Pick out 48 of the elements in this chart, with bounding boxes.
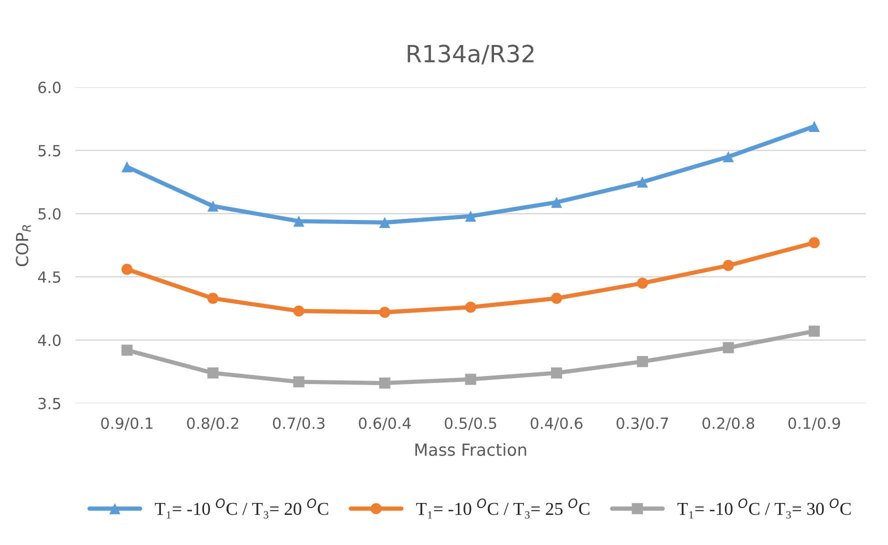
point — [808, 237, 820, 248]
point — [550, 196, 562, 208]
point — [293, 305, 304, 317]
point — [379, 378, 390, 389]
y-tick-label: 6.0 — [38, 82, 61, 94]
y-axis-title: COP$_{R}$ — [16, 225, 31, 266]
legend-label: T₁= -10 $^{O}$C / T₃= 30 $^{O}$C — [677, 498, 851, 519]
point — [465, 374, 476, 385]
point — [379, 306, 390, 318]
point — [722, 151, 734, 162]
x-tick-label: 0.9/0.1 — [101, 417, 152, 430]
point — [808, 326, 820, 337]
x-tick-label: 0.1/0.9 — [788, 417, 840, 430]
x-tick-label: 0.6/0.4 — [358, 417, 411, 430]
point — [550, 292, 562, 304]
point — [550, 367, 562, 379]
point — [207, 367, 218, 379]
point — [636, 278, 648, 289]
point — [722, 342, 734, 354]
point — [636, 176, 648, 188]
legend-label: T₁= -10 $^{O}$C / T₃= 25 $^{O}$C — [416, 498, 590, 519]
point — [121, 161, 133, 172]
point — [465, 302, 476, 313]
point — [722, 260, 734, 272]
point — [636, 356, 648, 368]
x-tick-label: 0.8/0.2 — [187, 417, 238, 430]
point — [121, 264, 133, 275]
x-tick-label: 0.4/0.6 — [530, 417, 582, 430]
y-tick-label: 4.0 — [38, 334, 61, 346]
point — [293, 216, 304, 227]
y-tick-label: 4.5 — [38, 272, 60, 283]
x-tick-label: 0.3/0.7 — [616, 417, 668, 430]
point — [293, 376, 304, 388]
chart-title: R134a/R32 — [408, 44, 534, 64]
point — [121, 344, 133, 356]
x-tick-label: 0.7/0.3 — [272, 417, 324, 430]
point — [207, 292, 218, 304]
point — [808, 120, 820, 132]
point — [379, 216, 390, 228]
y-tick-label: 5.5 — [38, 145, 60, 156]
x-tick-label: 0.5/0.5 — [444, 417, 496, 430]
y-tick-label: 5.0 — [38, 208, 61, 220]
y-tick-label: 3.5 — [38, 398, 60, 410]
point — [465, 210, 476, 222]
x-tick-label: 0.2/0.8 — [702, 417, 754, 430]
point — [207, 200, 218, 212]
x-axis-title: Mass Fraction — [415, 443, 526, 456]
legend-label: T₁= -10 $^{O}$C / T₃= 20 $^{O}$C — [154, 498, 328, 519]
